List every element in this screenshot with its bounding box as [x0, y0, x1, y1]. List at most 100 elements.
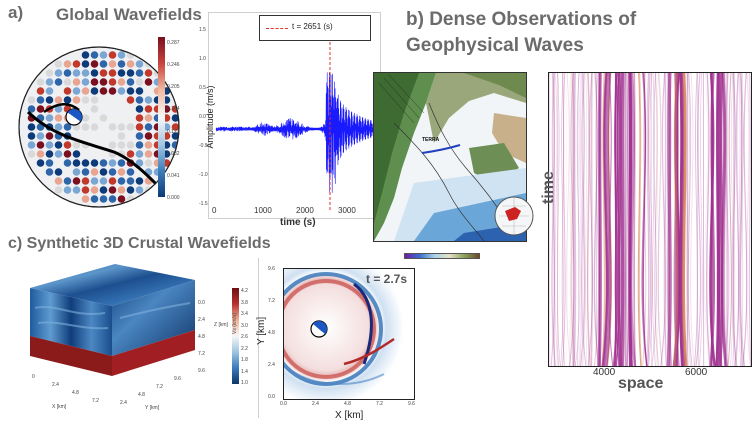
seis-xtick-2: 2000 [296, 206, 314, 215]
das-trace [633, 73, 637, 366]
das-trace [740, 73, 744, 366]
das-trace [565, 73, 572, 366]
das-trace [557, 73, 561, 366]
c-colorbar-tick-1: 3.8 [241, 299, 248, 306]
globe-cell [63, 87, 72, 95]
globe-cell [108, 78, 117, 86]
das-trace [565, 73, 569, 366]
cube-ytick-0: 2.4 [120, 400, 127, 406]
das-trace [675, 73, 679, 366]
globe-cell [63, 186, 72, 194]
globe-cell [72, 168, 81, 176]
das-trace [642, 73, 648, 366]
cube-ztick-3: 7.2 [198, 351, 205, 357]
globe-cell [171, 141, 179, 149]
cube-ztick-1: 2.4 [198, 317, 205, 323]
globe-cell [54, 87, 63, 95]
globe-cell [81, 186, 90, 194]
globe-cell [36, 159, 45, 167]
das-trace [562, 73, 566, 366]
globe-cell [126, 132, 135, 140]
das-trace [681, 73, 688, 366]
seismogram-frame [208, 12, 381, 219]
globe-cell [81, 132, 90, 140]
globe-cell [108, 51, 117, 59]
globe-cell [45, 69, 54, 77]
das-trace [734, 73, 739, 366]
seis-ytick-6: -1.5 [199, 201, 208, 207]
globe-cell [63, 78, 72, 86]
globe-cell [99, 69, 108, 77]
c-colorbar-tick-3: 3.0 [241, 322, 248, 329]
globe-cell [135, 123, 144, 131]
das-trace [575, 73, 581, 366]
globe-cell [99, 168, 108, 176]
das-trace [645, 73, 650, 366]
globe-cell [99, 132, 108, 140]
c-colorbar-tick-5: 2.2 [241, 345, 248, 352]
globe-cell [54, 78, 63, 86]
das-trace [704, 73, 710, 366]
globe-cell [81, 51, 90, 59]
globe-cell [144, 96, 153, 104]
a-colorbar-tick-0: 0.000 [167, 195, 180, 201]
globe-cell [90, 60, 99, 68]
globe-cell [90, 177, 99, 185]
globe-cell [117, 132, 126, 140]
globe-cell [144, 105, 153, 113]
das-trace [579, 73, 583, 366]
globe-cell [135, 69, 144, 77]
das-trace [642, 73, 647, 366]
globe-cell [45, 168, 54, 176]
globe-cell [72, 195, 81, 203]
globe-cell [90, 168, 99, 176]
das-trace [732, 73, 737, 366]
seismogram-ylabel: Amplitude (m/s) [205, 85, 215, 149]
globe-cell [108, 132, 117, 140]
globe-cell [126, 96, 135, 104]
globe-cell [90, 114, 99, 122]
seis-ytick-0: 1.5 [199, 27, 206, 33]
snapshot-xtick-1: 2.4 [312, 401, 319, 407]
das-trace [730, 73, 734, 366]
das-trace [699, 73, 703, 366]
globe-cell [117, 69, 126, 77]
globe-cell [144, 69, 153, 77]
globe-cell [81, 69, 90, 77]
globe-cell [135, 141, 144, 149]
das-trace [687, 73, 692, 366]
globe-cell [90, 186, 99, 194]
globe-cell [99, 114, 108, 122]
das-trace [660, 73, 666, 366]
globe-cell [81, 177, 90, 185]
das-trace [739, 73, 746, 366]
globe-cell [27, 105, 36, 113]
globe-cell [90, 195, 99, 203]
seis-ytick-1: 1.0 [199, 56, 206, 62]
globe-cell [135, 159, 144, 167]
snapshot-ytick-2: 4.8 [268, 330, 275, 336]
globe-cell [36, 150, 45, 158]
snapshot-ytick-1: 7.2 [268, 298, 275, 304]
panel-a-colorbar [158, 37, 165, 197]
das-trace [656, 73, 659, 366]
globe-cell [135, 132, 144, 140]
das-trace [614, 73, 621, 366]
das-trace [551, 73, 556, 366]
globe-cell [27, 141, 36, 149]
das-trace [581, 73, 587, 366]
snapshot-xtick-3: 7.2 [376, 401, 383, 407]
seis-xtick-1: 1000 [254, 206, 272, 215]
cube-xtick-0: 0 [32, 374, 35, 380]
das-trace [740, 73, 743, 366]
panel-a-label: a) [8, 3, 24, 22]
cube-ytick-1: 4.8 [138, 392, 145, 398]
das-trace [646, 73, 651, 366]
cube-x-label: X [km] [52, 404, 67, 410]
das-trace [735, 73, 740, 366]
das-trace [648, 73, 653, 366]
das-trace [748, 73, 751, 366]
das-trace [738, 73, 744, 366]
globe-cell [99, 51, 108, 59]
das-trace [629, 73, 637, 366]
